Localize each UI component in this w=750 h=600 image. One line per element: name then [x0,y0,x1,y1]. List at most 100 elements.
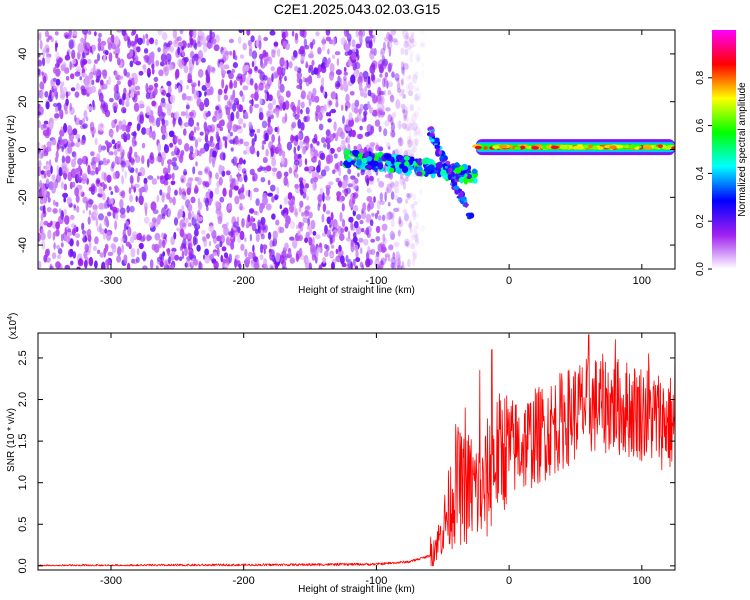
noise-speck [121,175,124,185]
noise-speck [168,196,173,204]
noise-speck [77,51,81,60]
noise-speck [57,248,63,255]
noise-speck [305,61,308,69]
noise-speck [129,48,134,58]
noise-speck [262,196,269,206]
noise-speck [53,66,57,74]
noise-speck [402,63,409,70]
noise-speck [41,240,46,250]
noise-speck [339,211,343,222]
noise-speck [382,233,386,243]
noise-speck [272,98,276,106]
noise-speck [173,217,179,226]
noise-speck [328,133,335,142]
noise-speck [52,180,58,189]
noise-speck [339,233,345,241]
noise-speck [72,59,76,65]
noise-speck [280,156,285,165]
noise-speck [419,147,423,153]
noise-speck [289,257,295,264]
noise-speck [154,232,161,241]
noise-speck [81,222,85,231]
noise-speck [190,130,195,137]
transition-mark [350,160,355,165]
noise-speck [255,228,259,234]
noise-speck [65,235,71,243]
bottom-x-tick-label: -200 [233,575,255,587]
noise-speck [336,191,342,198]
noise-speck [170,264,175,269]
noise-speck [405,36,411,46]
noise-speck [56,164,59,175]
noise-speck [324,165,330,172]
noise-speck [184,143,190,152]
noise-speck [402,67,406,77]
noise-speck [408,222,413,229]
noise-speck [272,71,279,79]
noise-speck [269,56,273,65]
noise-speck [219,196,225,203]
noise-speck [310,150,314,158]
noise-speck [242,42,247,51]
noise-speck [208,225,215,233]
bottom-y-tick-label: 1.0 [17,475,29,490]
noise-speck [209,30,213,38]
noise-speck [106,37,113,45]
noise-speck [335,101,339,108]
noise-speck [365,36,371,44]
noise-speck [130,88,135,94]
noise-speck [233,156,238,163]
noise-speck [320,169,327,177]
noise-speck [183,122,190,128]
noise-speck [281,266,288,269]
transition-mark [395,154,404,160]
noise-speck [55,51,60,60]
noise-speck [373,34,376,43]
noise-speck [380,260,384,266]
noise-speck [303,210,310,217]
noise-speck [84,75,91,86]
noise-speck [246,30,251,36]
noise-speck [88,30,92,35]
noise-speck [208,127,215,133]
noise-speck [405,198,408,204]
noise-speck [248,68,253,75]
noise-speck [258,40,262,50]
noise-speck [304,237,309,243]
noise-speck [338,166,341,177]
noise-speck [295,188,301,194]
noise-speck [273,257,277,265]
noise-speck [57,254,61,259]
noise-speck [97,53,100,62]
noise-speck [136,123,141,132]
noise-speck [47,196,51,203]
noise-speck [381,54,386,65]
noise-speck [172,157,178,162]
noise-speck [64,264,71,269]
noise-speck [168,130,175,138]
noise-speck [387,41,393,50]
noise-speck [154,82,159,88]
noise-speck [414,233,419,243]
noise-speck [358,237,364,243]
noise-speck [289,205,295,213]
noise-speck [197,50,204,60]
noise-speck [306,195,309,201]
noise-speck [407,139,413,148]
transition-mark [389,167,395,173]
noise-speck [415,53,421,63]
noise-speck [304,158,308,166]
noise-speck [317,202,321,212]
noise-speck [404,238,410,247]
noise-speck [219,140,223,151]
noise-speck [402,109,408,118]
noise-speck [288,61,293,69]
noise-speck [68,39,74,50]
colorbar-tick-label: 0.4 [695,166,706,180]
noise-speck [260,233,265,240]
noise-speck [114,155,119,165]
noise-speck [45,147,52,152]
noise-speck [391,261,397,269]
noise-speck [158,239,163,249]
top-x-tick-label: -100 [365,275,387,287]
